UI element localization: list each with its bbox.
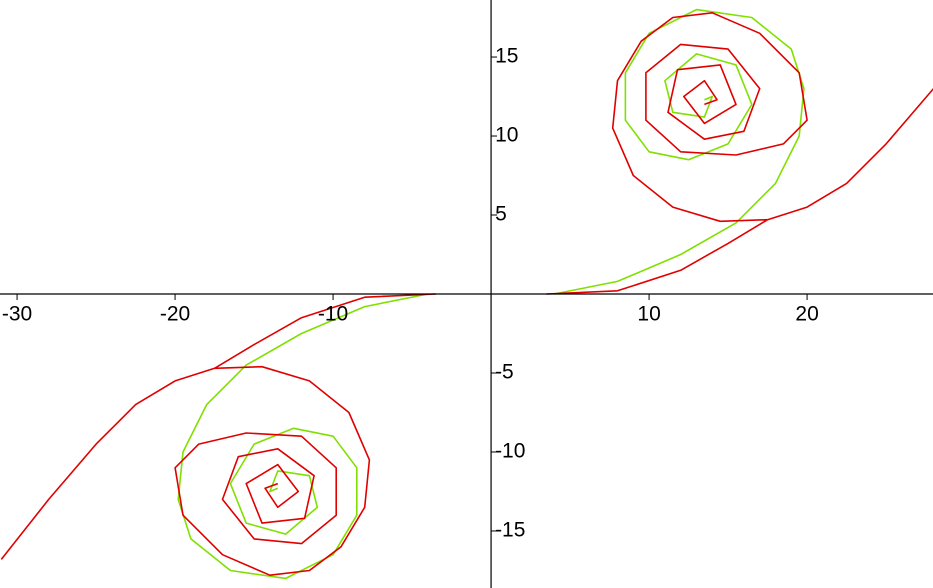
x-tick-label: -20 <box>160 303 190 326</box>
y-tick-label: -10 <box>495 440 525 463</box>
x-tick-label: 10 <box>637 303 660 326</box>
x-tick-label: -30 <box>2 303 32 326</box>
y-tick-label: -5 <box>495 361 514 384</box>
y-tick-label: 5 <box>495 203 507 226</box>
y-tick-label: -15 <box>495 519 525 542</box>
x-tick-label: -10 <box>318 303 348 326</box>
y-tick-label: 10 <box>495 124 518 147</box>
curve <box>0 12 933 576</box>
y-tick-label: 15 <box>495 45 518 68</box>
x-tick-label: 20 <box>795 303 818 326</box>
curve <box>177 8 805 580</box>
curves <box>0 8 933 580</box>
